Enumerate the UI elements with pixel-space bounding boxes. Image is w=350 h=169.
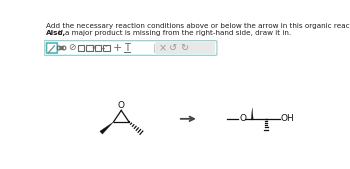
- Bar: [78, 45, 84, 51]
- Text: +: +: [113, 43, 122, 53]
- Text: ..: ..: [105, 43, 108, 48]
- Text: ⊘: ⊘: [68, 43, 75, 53]
- Text: OH: OH: [281, 114, 295, 123]
- Bar: [95, 45, 101, 51]
- Polygon shape: [100, 122, 113, 134]
- Text: +: +: [92, 45, 97, 50]
- Text: T: T: [124, 43, 130, 53]
- FancyBboxPatch shape: [155, 42, 215, 54]
- Text: O: O: [239, 114, 246, 123]
- Polygon shape: [251, 108, 253, 119]
- Bar: [86, 45, 92, 51]
- Text: ↺: ↺: [169, 43, 177, 53]
- FancyBboxPatch shape: [44, 41, 217, 55]
- FancyBboxPatch shape: [47, 43, 57, 53]
- Text: ×: ×: [158, 43, 166, 53]
- Text: ↻: ↻: [180, 43, 188, 53]
- Text: −: −: [100, 45, 105, 50]
- Text: O: O: [118, 101, 125, 110]
- Text: if a major product is missing from the right-hand side, draw it in.: if a major product is missing from the r…: [56, 30, 291, 36]
- Bar: [104, 45, 110, 51]
- Text: Also,: Also,: [46, 30, 66, 36]
- Text: Add the necessary reaction conditions above or below the arrow in this organic r: Add the necessary reaction conditions ab…: [46, 23, 350, 29]
